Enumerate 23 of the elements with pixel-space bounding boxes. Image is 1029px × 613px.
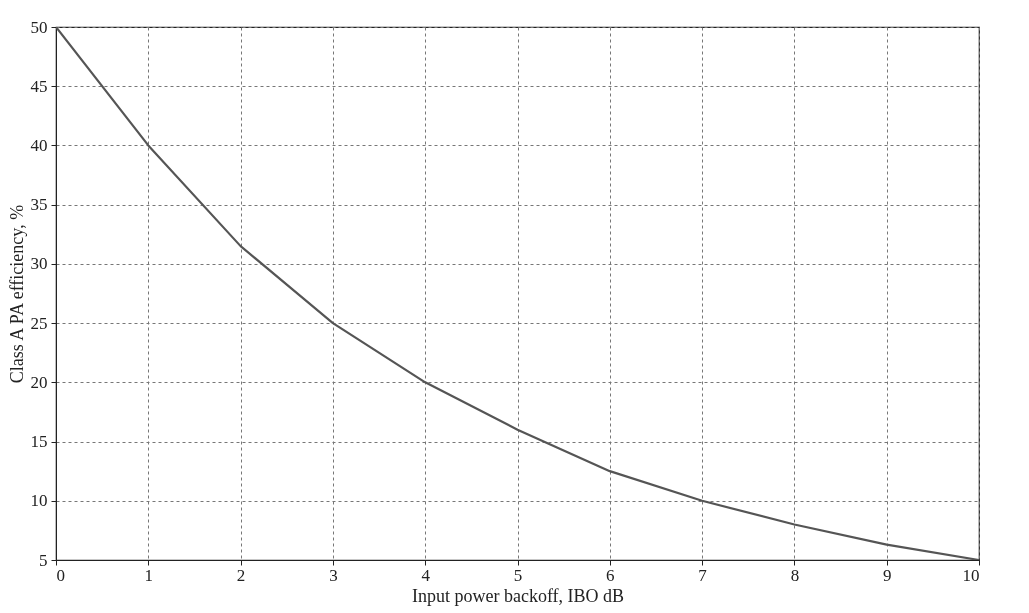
x-tick-label: 6 [606,565,615,585]
x-tick-label: 8 [790,565,800,585]
x-axis-title: Input power backoff, IBO dB [411,585,625,606]
y-tick-label: 45 [30,76,48,96]
x-tick-label: 0 [56,565,65,585]
y-tick-label: 30 [30,254,48,274]
y-tick-label: 35 [30,195,48,215]
x-tick-label: 1 [144,565,154,585]
x-tick-label: 10 [962,565,980,585]
x-tick-label: 3 [329,565,338,585]
y-tick-label: 15 [30,432,48,452]
y-tick-label: 10 [30,491,48,511]
x-tick-label: 5 [513,565,523,585]
x-tick-label: 7 [698,565,708,585]
y-tick-label: 5 [39,550,48,570]
x-tick-label: 4 [421,565,431,585]
x-tick-label: 2 [236,565,246,585]
x-tick-label: 9 [882,565,892,585]
y-tick-label: 40 [30,135,48,155]
y-axis-title: Class A PA efficiency, % [6,204,27,384]
y-tick-label: 25 [30,313,48,333]
y-tick-label: 50 [30,17,48,37]
y-tick-label: 20 [30,372,48,392]
